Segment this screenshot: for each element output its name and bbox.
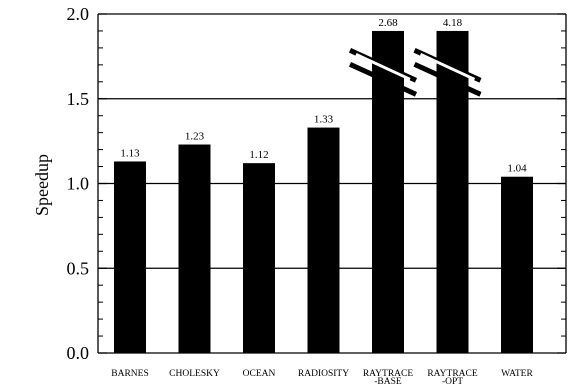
data-label: 1.12 bbox=[249, 149, 268, 161]
x-tick-label: RAYTRACE bbox=[363, 369, 414, 379]
bar bbox=[501, 176, 533, 353]
labels: 1.13 BARNES 1.23 CHOLESKY 1.12 OCEAN 1.33 RADIO… bbox=[67, 4, 534, 387]
bar bbox=[307, 127, 340, 353]
y-tick-label: 2.0 bbox=[67, 4, 90, 24]
data-label: 1.13 bbox=[120, 147, 140, 159]
x-tick-label: -OPT bbox=[442, 377, 463, 387]
data-label: 1.23 bbox=[185, 131, 205, 143]
axis-break-mark bbox=[348, 62, 418, 97]
x-tick-label: RAYTRACE bbox=[427, 369, 478, 379]
x-tick-label: BARNES bbox=[111, 369, 148, 379]
data-label: 1.33 bbox=[314, 114, 334, 126]
y-axis-title: Speedup bbox=[32, 154, 52, 216]
y-tick-label: 0.5 bbox=[67, 258, 90, 278]
data-label: 1.04 bbox=[507, 163, 527, 175]
x-tick-label: OCEAN bbox=[243, 369, 276, 379]
axis-break-mark bbox=[413, 62, 482, 97]
x-tick-label: -BASE bbox=[374, 377, 402, 387]
data-label: 2.68 bbox=[378, 17, 398, 29]
x-tick-label: RADIOSITY bbox=[298, 369, 349, 379]
x-tick-label: CHOLESKY bbox=[169, 369, 220, 379]
axes bbox=[97, 13, 567, 354]
bar bbox=[178, 144, 211, 353]
axis-break-gap bbox=[355, 52, 411, 81]
bars bbox=[114, 30, 533, 353]
bar bbox=[114, 161, 146, 353]
y-tick-label: 1.0 bbox=[67, 174, 90, 194]
data-label: 4.18 bbox=[443, 17, 463, 29]
y-tick-label: 0.0 bbox=[67, 343, 90, 363]
y-tick-label: 1.5 bbox=[67, 89, 90, 109]
x-tick-label: WATER bbox=[501, 369, 533, 379]
bar bbox=[243, 163, 275, 353]
axis-break-gap bbox=[419, 52, 476, 81]
